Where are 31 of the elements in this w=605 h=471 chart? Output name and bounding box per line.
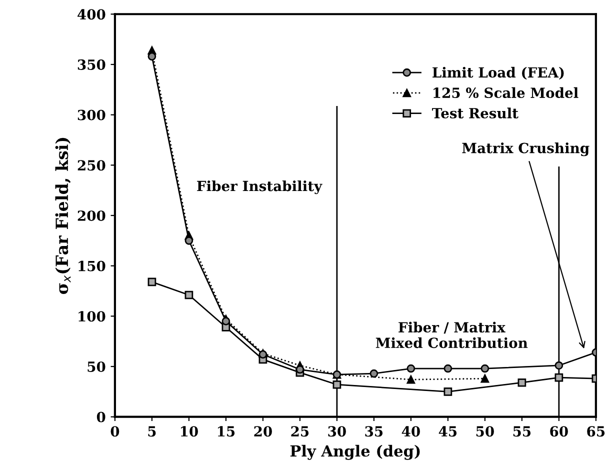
annotation: Fiber / Matrix Mixed Contribution <box>376 322 528 348</box>
y-tick-label: 250 <box>78 160 106 171</box>
x-tick-label: 25 <box>291 426 309 437</box>
x-tick-label: 35 <box>365 426 383 437</box>
legend-label: Test Result <box>432 108 518 118</box>
x-tick-label: 5 <box>148 426 156 437</box>
y-tick-label: 400 <box>78 9 106 20</box>
x-tick-label: 30 <box>328 426 346 437</box>
y-tick-label: 50 <box>88 361 106 372</box>
y-tick-label: 200 <box>78 210 106 221</box>
legend-label: Limit Load (FEA) <box>432 66 564 80</box>
x-tick-label: 60 <box>550 426 568 437</box>
x-tick-label: 20 <box>254 426 272 437</box>
y-tick-label: 350 <box>78 59 106 70</box>
legend-label: 125 % Scale Model <box>434 87 578 98</box>
y-tick-label: 150 <box>78 260 106 272</box>
annotation: Fiber Instability <box>197 180 322 194</box>
x-axis-title: Ply Angle (deg) <box>290 444 420 460</box>
y-axis-title: σ$_{x}$(Far Field, ksi) <box>55 138 71 294</box>
y-tick-label: 0 <box>96 412 106 422</box>
x-tick-label: 50 <box>476 426 494 437</box>
x-tick-label: 55 <box>513 426 531 437</box>
x-tick-label: 0 <box>110 426 120 437</box>
x-tick-label: 40 <box>402 426 420 437</box>
annotation: Matrix Crushing <box>462 142 590 156</box>
x-tick-label: 45 <box>438 426 457 437</box>
x-tick-label: 10 <box>180 426 198 437</box>
x-tick-label: 15 <box>218 426 235 437</box>
x-tick-label: 65 <box>587 426 605 437</box>
y-tick-label: 300 <box>78 110 106 120</box>
y-tick-label: 100 <box>78 311 106 322</box>
